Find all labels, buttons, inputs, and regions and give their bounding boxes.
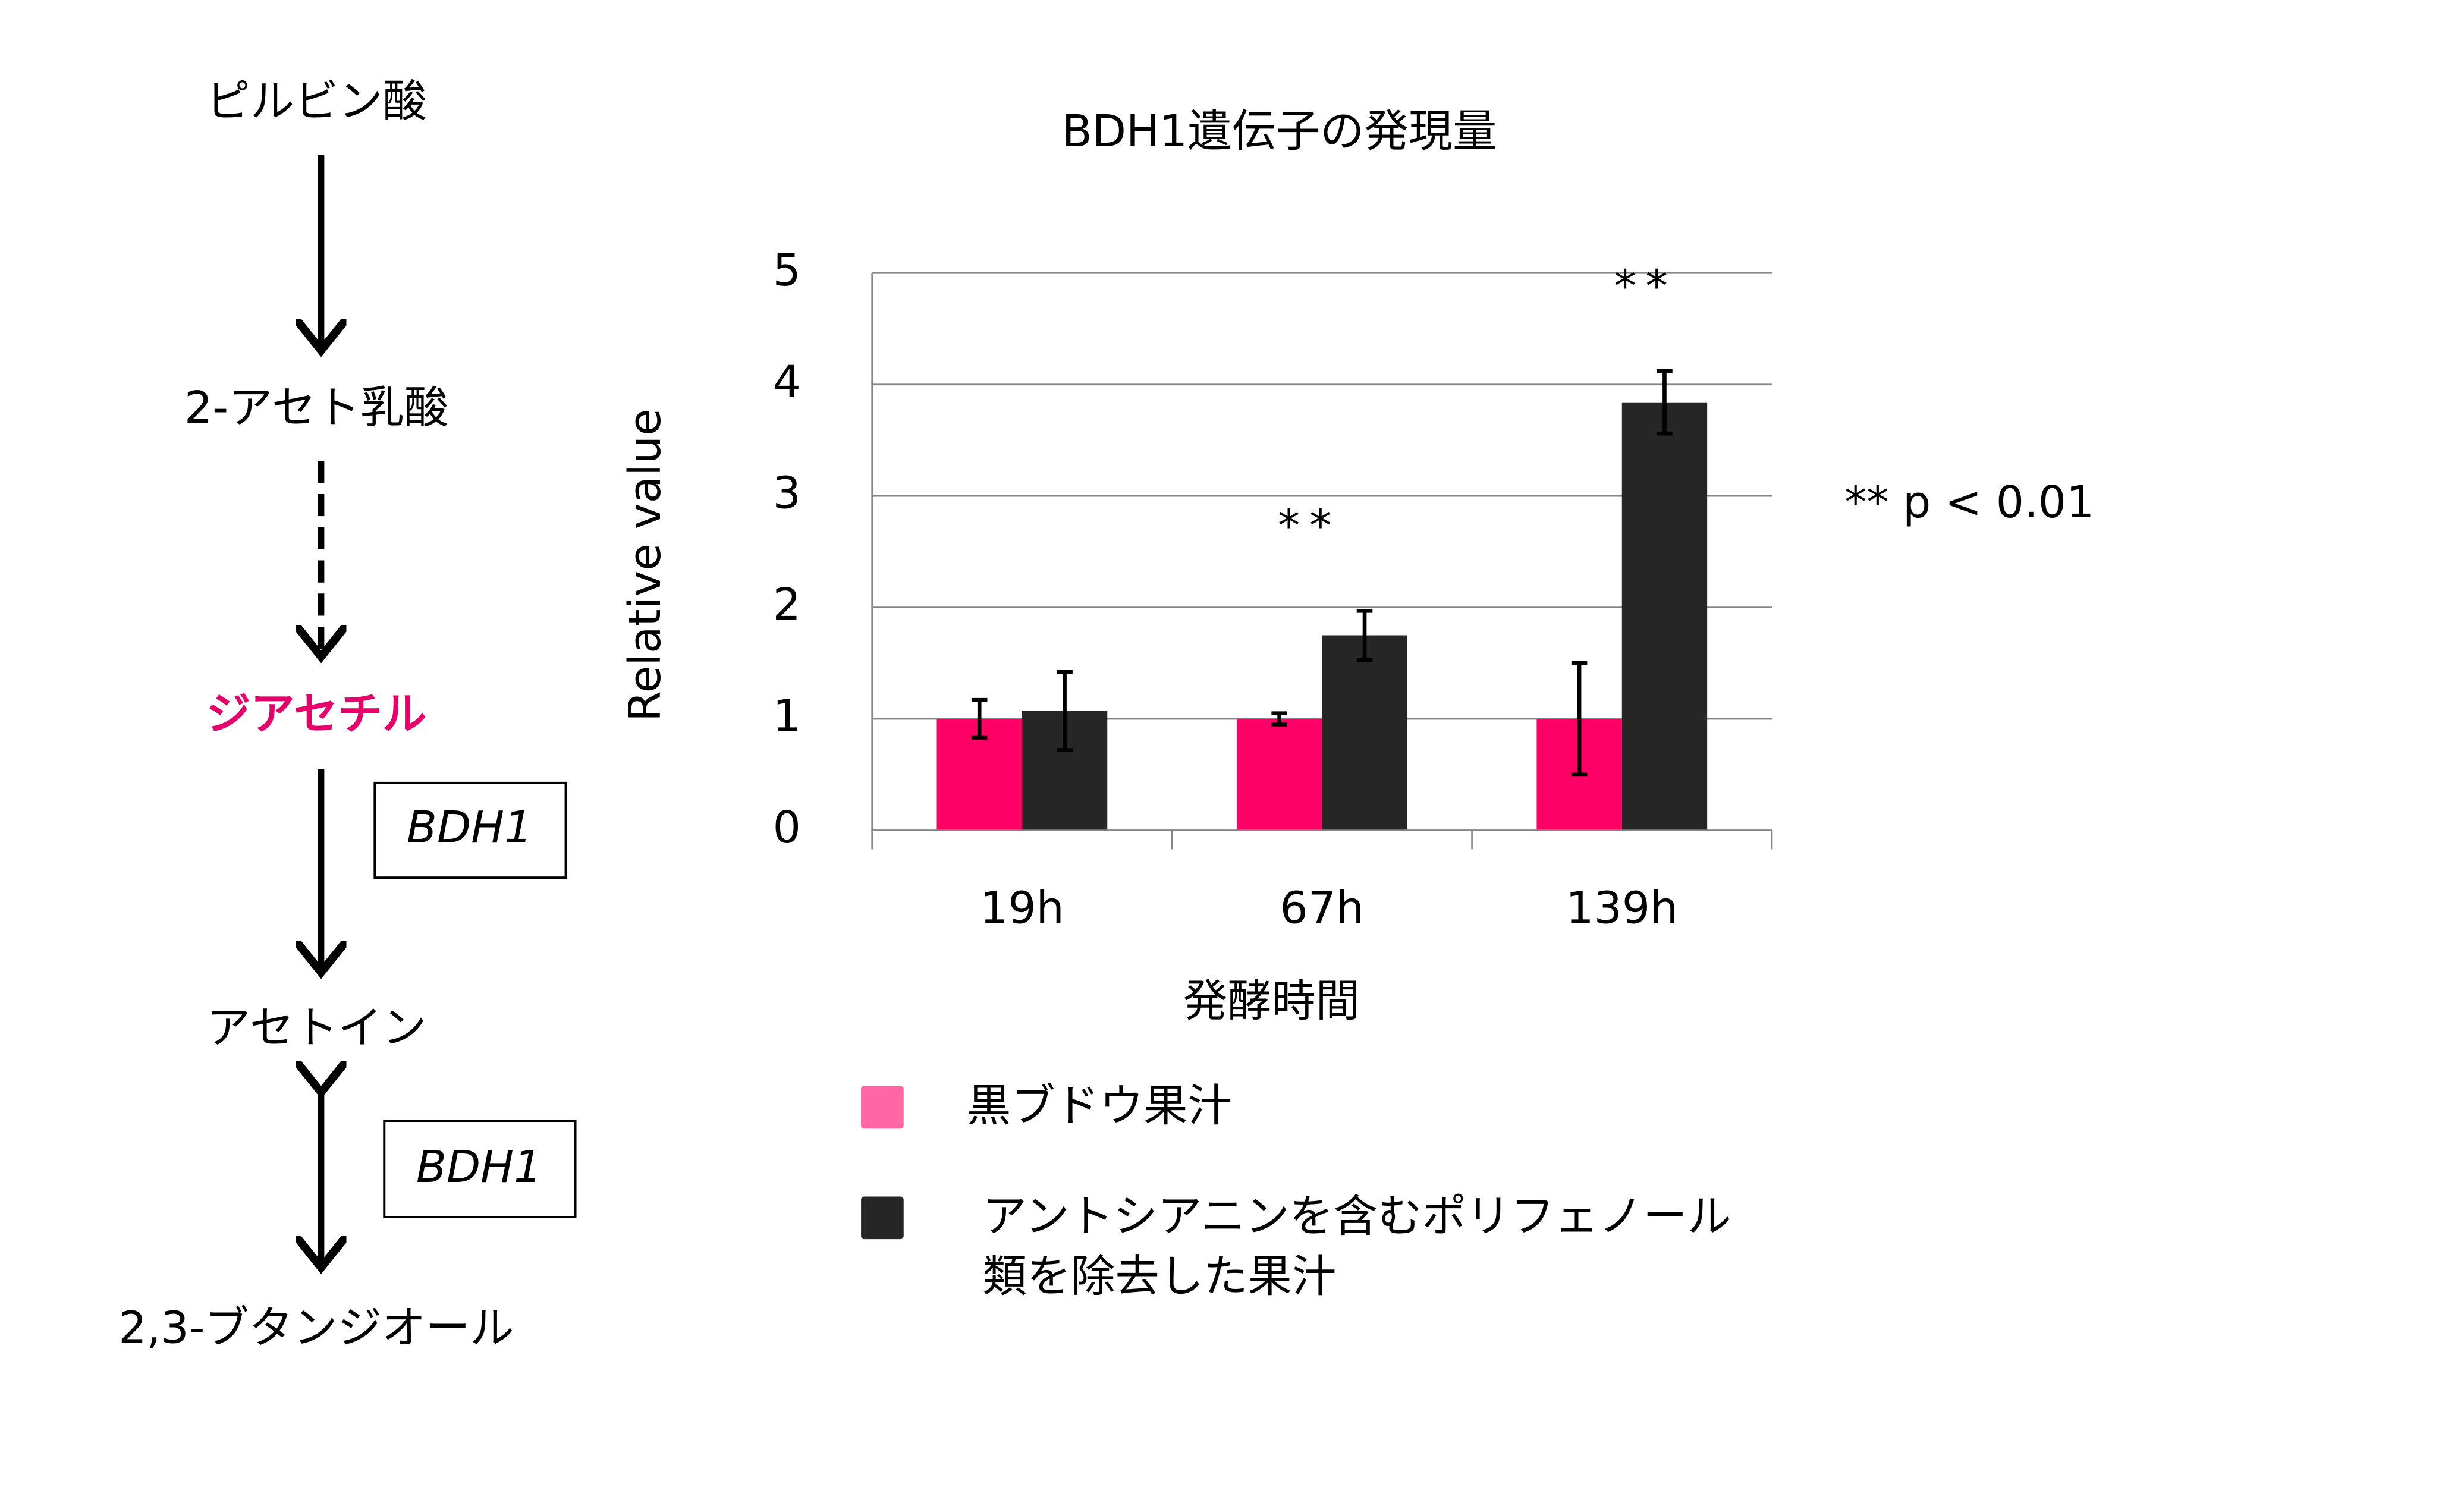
- significance: **: [1278, 500, 1341, 552]
- x-tick-label: 139h: [1566, 882, 1678, 933]
- bar: [1236, 719, 1322, 831]
- node: ジアセチル: [206, 688, 426, 740]
- significance: **: [1614, 260, 1677, 312]
- legend-entry: 黒ブドウ果汁: [966, 1080, 1233, 1132]
- x-tick-label: 67h: [1280, 882, 1364, 933]
- legend-label: アントシアニンを含むポリフェノール類を除去した果汁: [982, 1190, 1731, 1303]
- y-tick-label: 1: [773, 690, 801, 742]
- chart-title: BDH1遺伝子の発現量: [1062, 105, 1497, 157]
- enzyme-box: [373, 781, 567, 879]
- y-tick-label: 5: [773, 244, 801, 296]
- node: 2-アセト乳酸: [184, 382, 448, 433]
- node: 2,3-ブタンジオール: [118, 1302, 514, 1354]
- y-axis-label: Relative value: [619, 408, 671, 721]
- bar: [1621, 402, 1708, 831]
- enzyme: BDH1: [407, 801, 532, 853]
- legend-label: 黒ブドウ果汁: [966, 1080, 1233, 1132]
- y-tick-label: 0: [773, 801, 801, 853]
- pathway: ピルビン酸 2-アセト乳酸 ジアセチル アセトイン 2,3-ブタンジオール BD…: [118, 76, 577, 1354]
- legend-swatch: [861, 1086, 904, 1129]
- note: ** p < 0.01: [1844, 476, 2094, 528]
- y-tick-label: 3: [773, 467, 801, 519]
- x-tick-label: 19h: [980, 882, 1064, 933]
- enzyme: BDH1: [416, 1141, 542, 1193]
- y-tick-label: 2: [773, 579, 801, 630]
- x-axis-label: 発酵時間: [1183, 975, 1360, 1027]
- node: アセトイン: [206, 1002, 426, 1054]
- y-tick-label: 4: [773, 356, 801, 407]
- node: ピルビン酸: [206, 76, 427, 127]
- enzyme-box: [383, 1120, 577, 1218]
- bar: [1322, 635, 1407, 831]
- legend-entry: アントシアニンを含むポリフェノール類を除去した果汁: [982, 1190, 1731, 1303]
- legend-swatch: [861, 1196, 904, 1240]
